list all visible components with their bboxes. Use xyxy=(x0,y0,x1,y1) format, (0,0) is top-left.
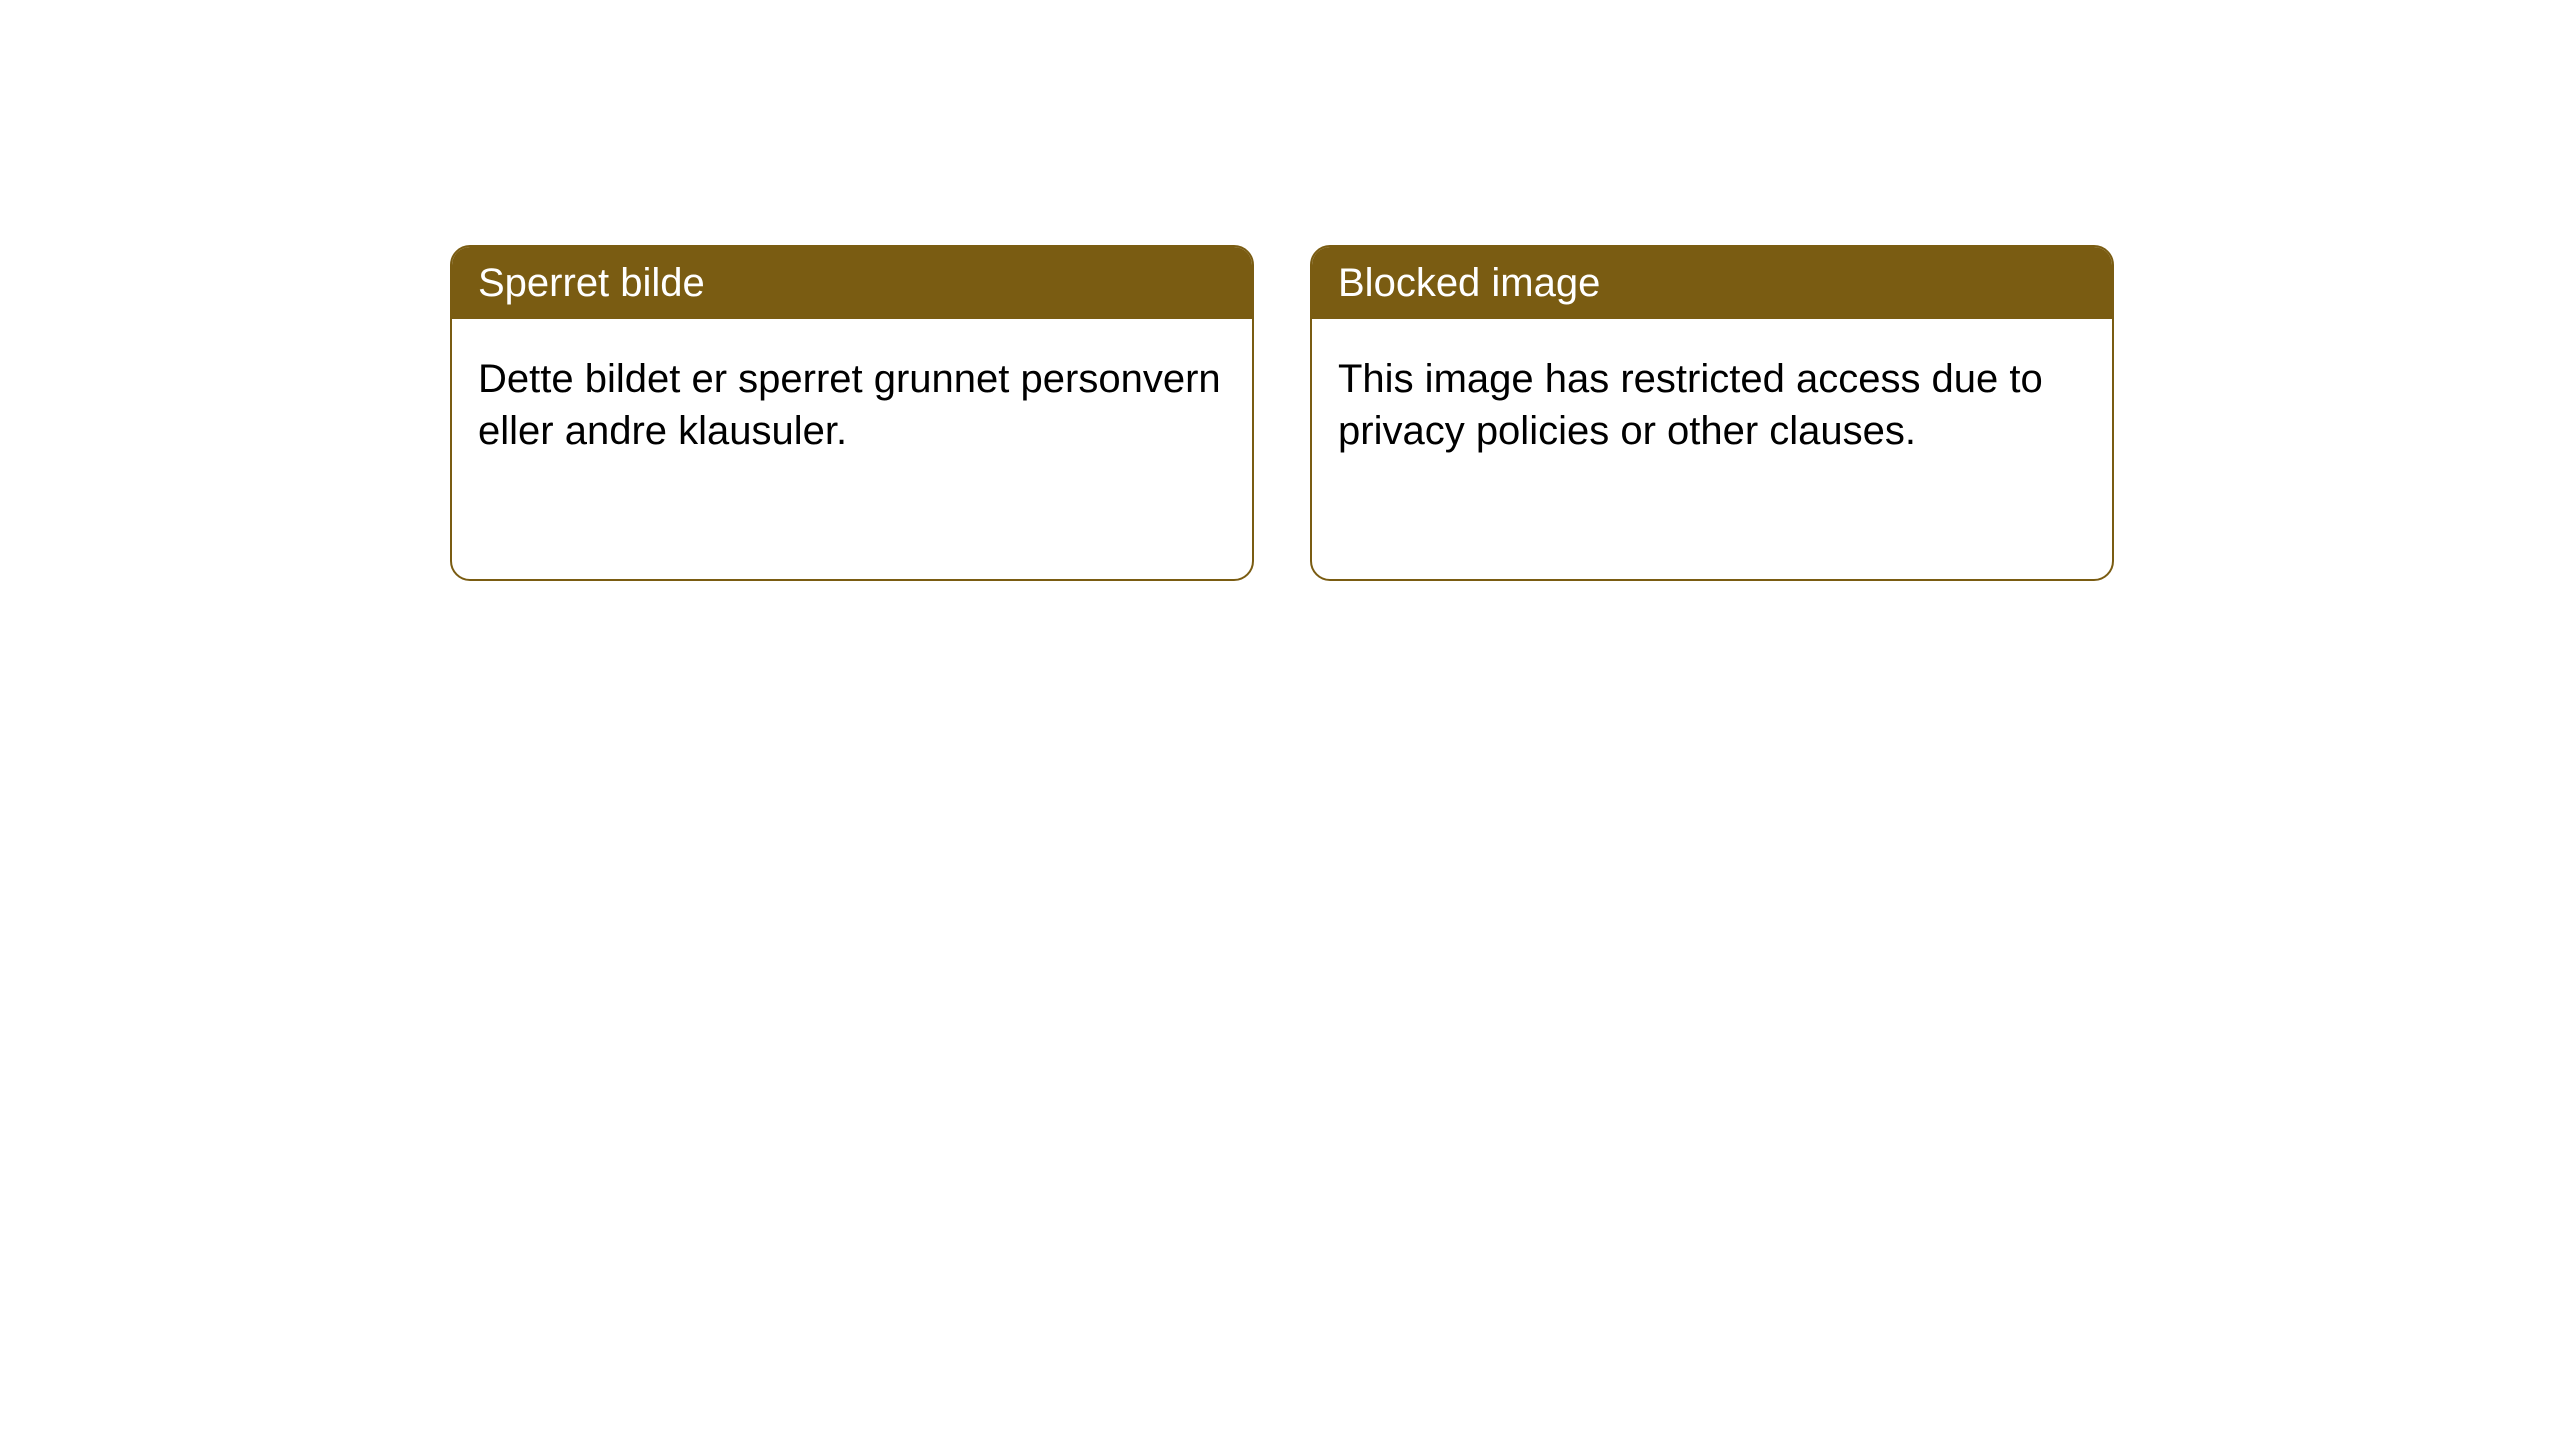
card-body-text: This image has restricted access due to … xyxy=(1312,319,2112,491)
notice-card-norwegian: Sperret bilde Dette bildet er sperret gr… xyxy=(450,245,1254,581)
card-body-text: Dette bildet er sperret grunnet personve… xyxy=(452,319,1252,491)
card-title: Blocked image xyxy=(1312,247,2112,319)
card-container: Sperret bilde Dette bildet er sperret gr… xyxy=(0,0,2560,581)
card-title: Sperret bilde xyxy=(452,247,1252,319)
notice-card-english: Blocked image This image has restricted … xyxy=(1310,245,2114,581)
